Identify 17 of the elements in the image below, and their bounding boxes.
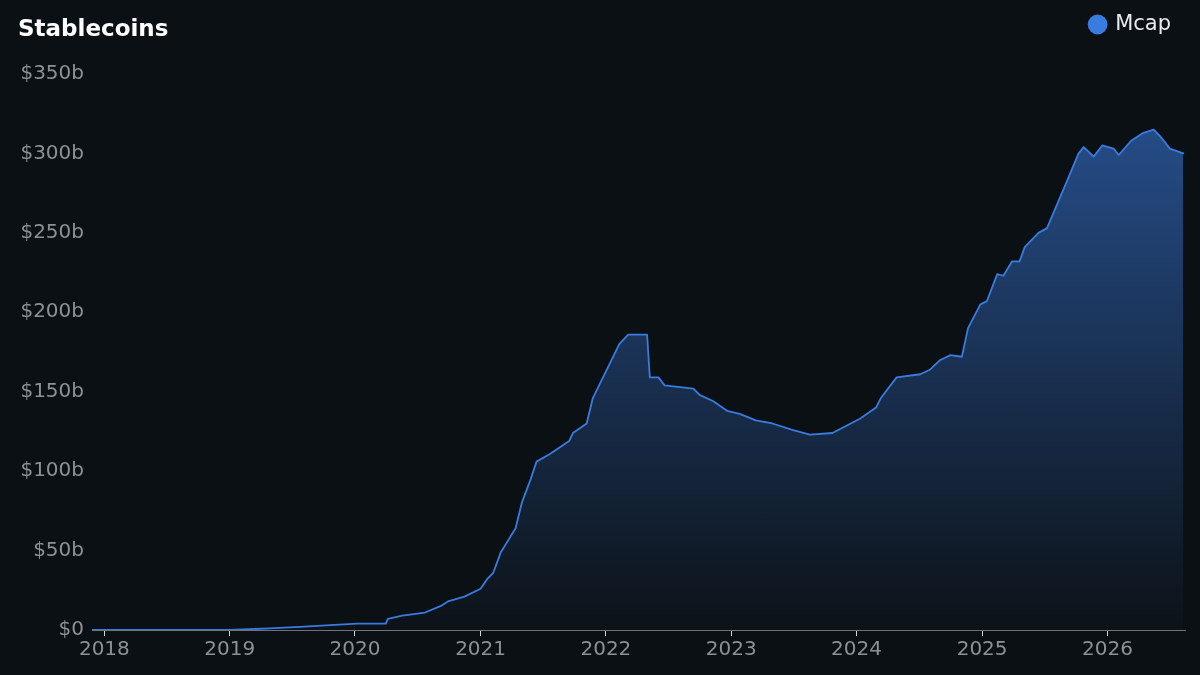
x-tick-label: 2025: [956, 636, 1008, 661]
x-tick-label: 2020: [329, 636, 381, 661]
x-tick-label: 2022: [580, 636, 632, 661]
y-tick-label: $150b: [20, 377, 84, 402]
y-tick-label: $300b: [20, 139, 84, 164]
legend-label: Mcap: [1115, 10, 1172, 35]
y-tick-label: $250b: [20, 219, 84, 244]
y-tick-label: $100b: [20, 457, 84, 482]
y-tick-label: $350b: [20, 60, 84, 85]
x-tick-label: 2024: [831, 636, 882, 661]
chart-title: Stablecoins: [18, 15, 169, 41]
x-tick-label: 2019: [204, 636, 256, 661]
y-tick-label: $50b: [33, 536, 84, 561]
x-tick-label: 2023: [705, 636, 757, 661]
x-tick-label: 2021: [455, 636, 507, 661]
x-tick-label: 2026: [1081, 636, 1133, 661]
y-tick-label: $200b: [20, 298, 84, 323]
